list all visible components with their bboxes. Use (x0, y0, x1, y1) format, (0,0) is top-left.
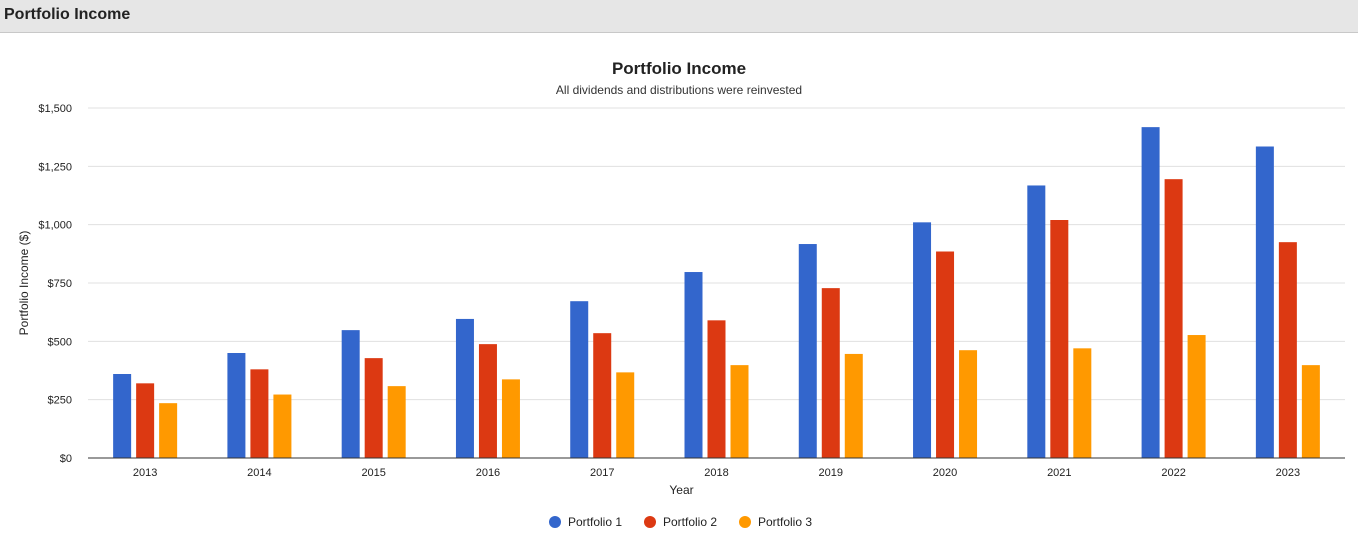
y-tick-label: $1,500 (38, 103, 72, 115)
bar-portfolio-2-2017[interactable] (593, 333, 612, 458)
y-axis-ticks: $0 $250 $500 $750 $1,000 $1,250 $1,500 (38, 103, 72, 465)
bar-portfolio-2-2022[interactable] (1164, 179, 1183, 458)
bar-portfolio-1-2015[interactable] (341, 330, 360, 458)
bar-portfolio-1-2023[interactable] (1255, 146, 1274, 459)
bar-portfolio-2-2016[interactable] (478, 344, 497, 458)
bar-portfolio-2-2021[interactable] (1050, 220, 1069, 458)
bar-portfolio-3-2018[interactable] (730, 365, 749, 458)
bar-portfolio-1-2017[interactable] (570, 301, 589, 458)
legend-label-portfolio-1[interactable]: Portfolio 1 (568, 515, 622, 529)
bar-portfolio-1-2018[interactable] (684, 272, 703, 458)
y-tick-label: $1,250 (38, 161, 72, 173)
legend-label-portfolio-3[interactable]: Portfolio 3 (758, 515, 812, 529)
bar-portfolio-2-2019[interactable] (821, 288, 840, 458)
y-tick-label: $0 (60, 453, 72, 465)
bar-portfolio-3-2014[interactable] (273, 394, 292, 458)
page-title: Portfolio Income (4, 6, 131, 23)
bar-portfolio-3-2017[interactable] (616, 372, 635, 458)
legend-label-portfolio-2[interactable]: Portfolio 2 (663, 515, 717, 529)
x-tick-label: 2015 (361, 467, 385, 479)
bars (113, 127, 1320, 458)
x-tick-label: 2022 (1161, 467, 1185, 479)
legend-marker-portfolio-1[interactable] (549, 516, 561, 528)
chart-subtitle: All dividends and distributions were rei… (556, 83, 802, 97)
x-tick-label: 2014 (247, 467, 271, 479)
bar-portfolio-1-2021[interactable] (1027, 185, 1046, 458)
bar-portfolio-2-2023[interactable] (1278, 242, 1297, 458)
bar-portfolio-3-2021[interactable] (1073, 348, 1092, 458)
portfolio-income-chart: Portfolio Income All dividends and distr… (17, 59, 1345, 529)
x-axis-ticks: 2013 2014 2015 2016 2017 2018 2019 2020 2021 2022… (133, 467, 1300, 479)
x-tick-label: 2021 (1047, 467, 1071, 479)
bar-portfolio-1-2022[interactable] (1141, 127, 1160, 458)
x-axis-label: Year (669, 483, 693, 497)
bar-portfolio-3-2023[interactable] (1301, 365, 1320, 458)
gridlines (88, 107, 1345, 401)
legend: Portfolio 1 Portfolio 2 Portfolio 3 (549, 515, 812, 529)
bar-portfolio-1-2013[interactable] (113, 374, 132, 458)
x-tick-label: 2016 (476, 467, 500, 479)
chart-container: Portfolio Income All dividends and distr… (0, 34, 1358, 540)
x-tick-label: 2019 (819, 467, 843, 479)
bar-portfolio-2-2015[interactable] (364, 358, 383, 458)
bar-portfolio-3-2015[interactable] (387, 386, 406, 458)
legend-marker-portfolio-3[interactable] (739, 516, 751, 528)
bar-portfolio-2-2013[interactable] (136, 383, 155, 458)
bar-portfolio-3-2022[interactable] (1187, 335, 1206, 458)
x-tick-label: 2017 (590, 467, 614, 479)
header-bar: Portfolio Income (0, 0, 1358, 33)
y-tick-label: $250 (48, 395, 72, 407)
bar-portfolio-1-2016[interactable] (455, 318, 474, 458)
chart-title: Portfolio Income (612, 59, 746, 78)
bar-portfolio-3-2016[interactable] (501, 379, 520, 458)
x-tick-label: 2013 (133, 467, 157, 479)
x-tick-label: 2018 (704, 467, 728, 479)
y-tick-label: $750 (48, 278, 72, 290)
bar-portfolio-1-2014[interactable] (227, 353, 246, 458)
bar-portfolio-3-2020[interactable] (959, 350, 978, 458)
legend-marker-portfolio-2[interactable] (644, 516, 656, 528)
x-tick-label: 2023 (1276, 467, 1300, 479)
bar-portfolio-1-2020[interactable] (913, 222, 932, 458)
bar-portfolio-3-2013[interactable] (159, 403, 178, 458)
x-tick-label: 2020 (933, 467, 957, 479)
bar-portfolio-2-2014[interactable] (250, 369, 269, 458)
bar-portfolio-2-2020[interactable] (936, 251, 955, 459)
y-tick-label: $500 (48, 336, 72, 348)
bar-portfolio-1-2019[interactable] (798, 244, 817, 458)
bar-portfolio-3-2019[interactable] (844, 353, 863, 458)
y-tick-label: $1,000 (38, 220, 72, 232)
y-axis-label: Portfolio Income ($) (17, 231, 31, 336)
bar-portfolio-2-2018[interactable] (707, 320, 726, 458)
